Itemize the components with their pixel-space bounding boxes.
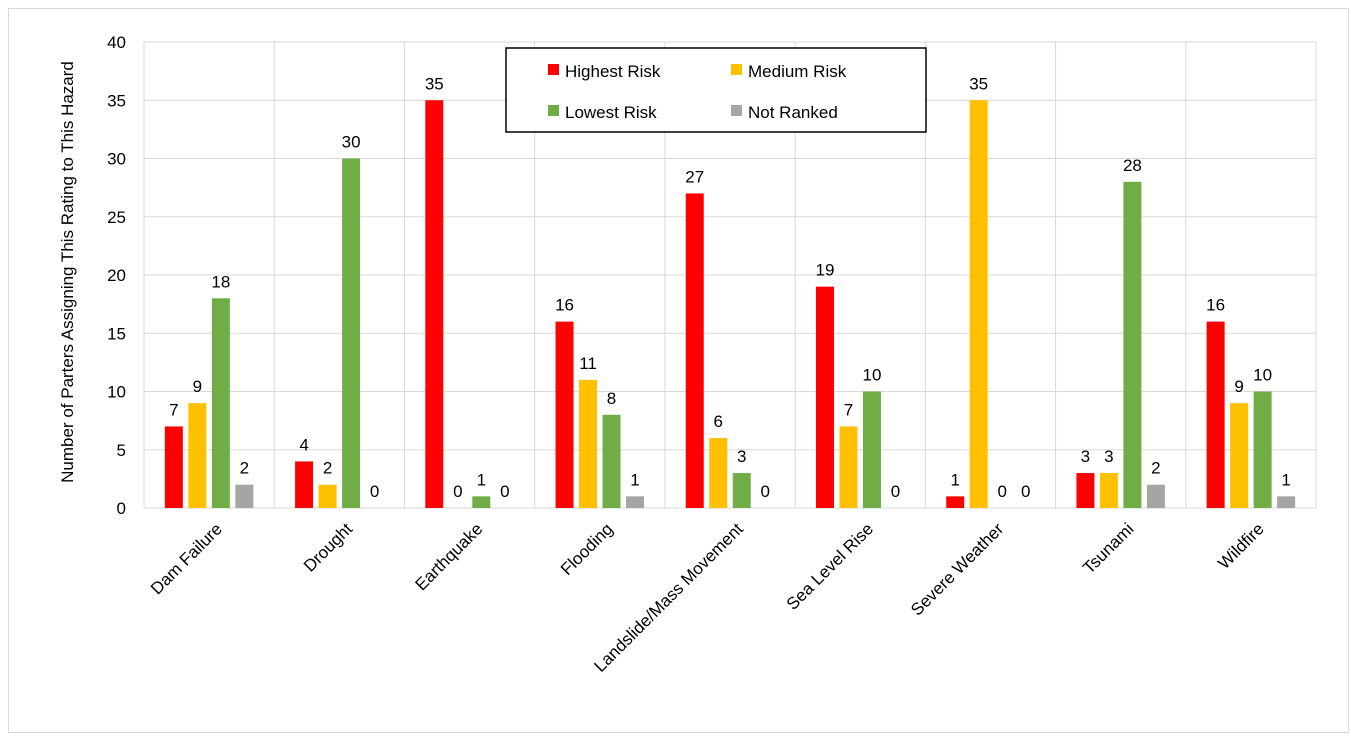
data-label: 1 [950, 470, 959, 489]
data-label: 7 [844, 400, 853, 419]
x-tick-label: Drought [300, 519, 356, 575]
x-tick-label: Sea Level Rise [783, 519, 877, 613]
bar-lowest-risk [1253, 391, 1272, 508]
y-tick-label: 5 [117, 441, 126, 460]
y-tick-label: 30 [107, 150, 126, 169]
data-label: 8 [607, 389, 616, 408]
bar-lowest-risk [732, 473, 751, 508]
data-label: 30 [342, 133, 361, 152]
bar-medium-risk [1099, 473, 1118, 508]
y-tick-label: 0 [117, 499, 126, 518]
legend-swatch [548, 105, 559, 116]
bar-highest-risk [425, 100, 444, 508]
data-label: 35 [425, 74, 444, 93]
x-tick-label: Landslide/Mass Movement [590, 519, 747, 676]
data-label: 0 [891, 482, 900, 501]
y-tick-label: 25 [107, 208, 126, 227]
bars [164, 100, 1296, 509]
bar-highest-risk [164, 426, 183, 508]
data-label: 0 [997, 482, 1006, 501]
data-label: 9 [193, 377, 202, 396]
x-tick-label: Wildfire [1214, 519, 1268, 573]
bar-highest-risk [1206, 321, 1225, 508]
bar-not-ranked [1146, 484, 1165, 508]
legend-box [505, 47, 927, 133]
y-tick-label: 15 [107, 324, 126, 343]
data-label: 3 [1104, 447, 1113, 466]
bar-medium-risk [188, 403, 207, 508]
legend: Highest Risk Medium Risk Lowest Risk Not Ra… [505, 47, 927, 133]
data-label: 0 [453, 482, 462, 501]
y-tick-label: 10 [107, 383, 126, 402]
bar-highest-risk [685, 193, 704, 508]
x-axis-ticks: Dam Failure Drought Earthquake FloodingLand… [147, 519, 1268, 676]
bar-highest-risk [555, 321, 574, 508]
bar-lowest-risk [211, 298, 230, 508]
data-label: 1 [1281, 470, 1290, 489]
data-label: 3 [1081, 447, 1090, 466]
y-tick-label: 20 [107, 266, 126, 285]
bar-medium-risk [969, 100, 988, 508]
legend-label: Medium Risk [748, 62, 847, 81]
bar-medium-risk [1230, 403, 1249, 508]
bar-medium-risk [318, 484, 337, 508]
data-label: 3 [737, 447, 746, 466]
data-label: 1 [630, 470, 639, 489]
x-tick-label: Severe Weather [907, 519, 1007, 619]
bar-not-ranked [1277, 496, 1296, 508]
data-label: 0 [1021, 482, 1030, 501]
data-label: 2 [323, 459, 332, 478]
x-tick-label: Tsunami [1079, 519, 1137, 577]
data-label: 16 [555, 296, 574, 315]
legend-swatch [731, 105, 742, 116]
data-label: 18 [211, 272, 230, 291]
bar-not-ranked [235, 484, 254, 508]
bar-lowest-risk [1123, 181, 1142, 509]
bar-not-ranked [626, 496, 645, 508]
legend-label: Highest Risk [565, 62, 661, 81]
bar-lowest-risk [472, 496, 491, 508]
legend-swatch [731, 64, 742, 75]
bar-medium-risk [579, 379, 598, 508]
x-tick-label: Dam Failure [147, 519, 226, 598]
data-label: 2 [1151, 459, 1160, 478]
x-tick-label: Earthquake [411, 519, 486, 594]
bar-highest-risk [815, 286, 834, 508]
bar-highest-risk [295, 461, 314, 508]
bar-medium-risk [839, 426, 858, 508]
bar-lowest-risk [342, 158, 361, 508]
data-label: 2 [240, 459, 249, 478]
y-tick-label: 35 [107, 91, 126, 110]
data-label: 10 [863, 366, 882, 385]
bar-medium-risk [709, 438, 728, 508]
data-label: 7 [169, 400, 178, 419]
legend-label: Not Ranked [748, 103, 838, 122]
data-label: 10 [1253, 366, 1272, 385]
y-axis-title: Number of Parters Assigning This Rating … [58, 61, 77, 483]
data-label: 6 [714, 412, 723, 431]
data-label: 0 [500, 482, 509, 501]
data-label: 28 [1123, 156, 1142, 175]
data-label: 4 [299, 435, 308, 454]
bar-highest-risk [946, 496, 965, 508]
legend-label: Lowest Risk [565, 103, 657, 122]
data-label: 35 [969, 74, 988, 93]
y-tick-label: 40 [107, 33, 126, 52]
legend-swatch [548, 64, 559, 75]
bar-lowest-risk [862, 391, 881, 508]
data-label: 11 [579, 354, 597, 373]
bar-highest-risk [1076, 473, 1095, 508]
x-tick-label: Flooding [557, 519, 617, 579]
y-axis-ticks: 0 5 10 15 20 25 30 35 40 [107, 33, 126, 518]
data-label: 1 [477, 470, 486, 489]
data-label: 16 [1206, 296, 1225, 315]
bar-lowest-risk [602, 414, 621, 508]
data-label: 19 [816, 261, 835, 280]
data-label: 9 [1234, 377, 1243, 396]
data-label: 27 [685, 167, 704, 186]
data-label: 0 [761, 482, 770, 501]
data-label: 0 [370, 482, 379, 501]
